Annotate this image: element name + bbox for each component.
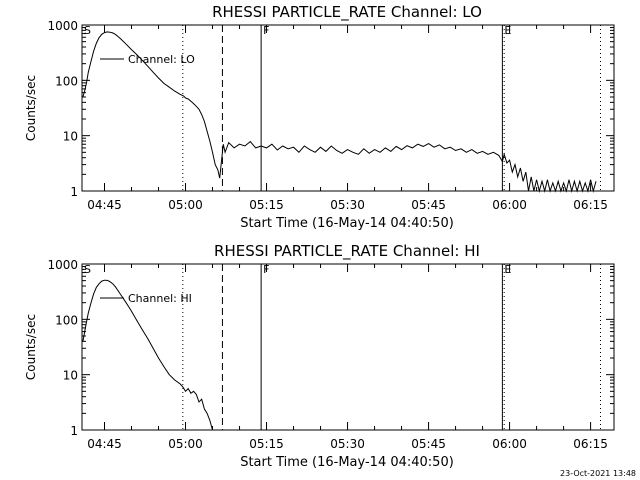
hi-legend-label: Channel: HI <box>128 292 192 305</box>
lo-x-tick-label: 05:00 <box>168 198 203 212</box>
hi-y-tick-label: 10 <box>63 369 78 383</box>
hi-x-tick-label: 05:15 <box>249 437 284 451</box>
lo-series-group <box>82 31 597 193</box>
lo-y-tick-label: 100 <box>55 74 78 88</box>
lo-marker-label: S <box>84 24 91 37</box>
hi-marker-label: E <box>504 263 511 276</box>
lo-y-tick-label: 1000 <box>47 19 78 33</box>
hi-marker-label: S <box>84 263 91 276</box>
hi-y-tick-label: 1000 <box>47 258 78 272</box>
hi-axes-frame <box>81 263 615 431</box>
hi-x-axis-label: Start Time (16-May-14 04:40:50) <box>240 455 454 470</box>
lo-legend: Channel: LO <box>100 53 195 66</box>
hi-series-line <box>82 279 213 431</box>
lo-channel-panel: RHESSI PARTICLE_RATE Channel: LO Counts/… <box>24 3 615 231</box>
lo-legend-label: Channel: LO <box>128 53 195 66</box>
hi-channel-panel: RHESSI PARTICLE_RATE Channel: HI Counts/… <box>24 242 615 470</box>
hi-x-tick-label: 05:45 <box>411 437 446 451</box>
hi-x-tick-label: 06:15 <box>573 437 608 451</box>
hi-x-tick-label: 06:00 <box>492 437 527 451</box>
hi-y-tick-label: 1 <box>70 424 78 438</box>
lo-marker-label: E <box>504 24 511 37</box>
lo-y-axis-label: Counts/sec <box>24 75 38 141</box>
lo-y-tick-label: 1 <box>70 185 78 199</box>
lo-axes-frame <box>81 24 615 192</box>
hi-tick-labels: 1 10 100 1000 04:45 05:00 05:15 05:30 05:45 06:00… <box>47 258 607 451</box>
hi-x-tick-label: 05:00 <box>168 437 203 451</box>
hi-y-tick-label: 100 <box>55 313 78 327</box>
hi-legend: Channel: HI <box>100 292 192 305</box>
lo-series-line <box>82 31 597 193</box>
lo-x-tick-label: 06:15 <box>573 198 608 212</box>
hi-x-tick-label: 05:30 <box>330 437 365 451</box>
hi-chart-title: RHESSI PARTICLE_RATE Channel: HI <box>214 242 480 261</box>
hi-x-tick-label: 04:45 <box>87 437 122 451</box>
lo-x-tick-label: 05:15 <box>249 198 284 212</box>
hi-y-axis-label: Counts/sec <box>24 314 38 380</box>
lo-x-tick-label: 05:30 <box>330 198 365 212</box>
lo-chart-title: RHESSI PARTICLE_RATE Channel: LO <box>212 3 482 22</box>
lo-tick-labels: 1 10 100 1000 04:45 05:00 05:15 05:30 05:45 06:00… <box>47 19 607 212</box>
lo-x-tick-label: 04:45 <box>87 198 122 212</box>
lo-y-tick-label: 10 <box>63 130 78 144</box>
lo-x-axis-label: Start Time (16-May-14 04:40:50) <box>240 216 454 231</box>
lo-x-tick-label: 06:00 <box>492 198 527 212</box>
lo-x-tick-label: 05:45 <box>411 198 446 212</box>
generation-timestamp: 23-Oct-2021 13:48 <box>560 469 636 478</box>
hi-series-group <box>82 279 213 431</box>
